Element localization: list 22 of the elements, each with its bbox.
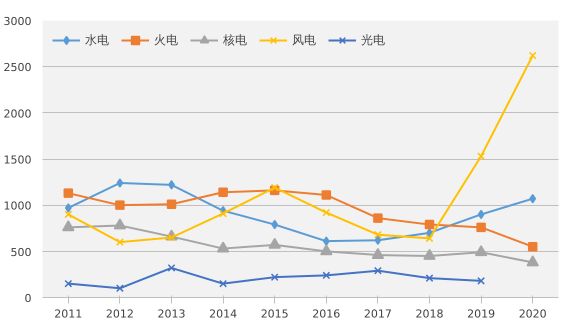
y-tick-label: 2000 <box>4 107 32 120</box>
legend-label: 光电 <box>361 32 385 48</box>
y-tick-label: 2500 <box>4 61 32 74</box>
x-tick-label: 2020 <box>518 308 547 320</box>
x-tick-label: 2013 <box>158 308 186 320</box>
y-tick-label: 1000 <box>4 200 32 213</box>
y-tick-label: 3000 <box>4 15 32 28</box>
legend-label: 风电 <box>292 32 316 48</box>
x-tick-label: 2012 <box>106 308 134 320</box>
x-tick-label: 2018 <box>416 308 444 320</box>
x-tick-label: 2014 <box>209 308 238 320</box>
legend-label: 核电 <box>223 32 247 48</box>
x-tick-label: 2017 <box>364 308 392 320</box>
x-tick-label: 2015 <box>260 308 289 320</box>
y-tick-label: 0 <box>24 292 32 305</box>
x-tick-label: 2011 <box>54 308 82 320</box>
y-tick-label: 1500 <box>4 154 32 166</box>
x-tick-label: 2019 <box>467 308 496 320</box>
legend-label: 火电 <box>154 32 178 48</box>
x-tick-label: 2016 <box>312 308 340 320</box>
legend-label: 水电 <box>85 32 109 48</box>
y-tick-label: 500 <box>10 246 32 259</box>
